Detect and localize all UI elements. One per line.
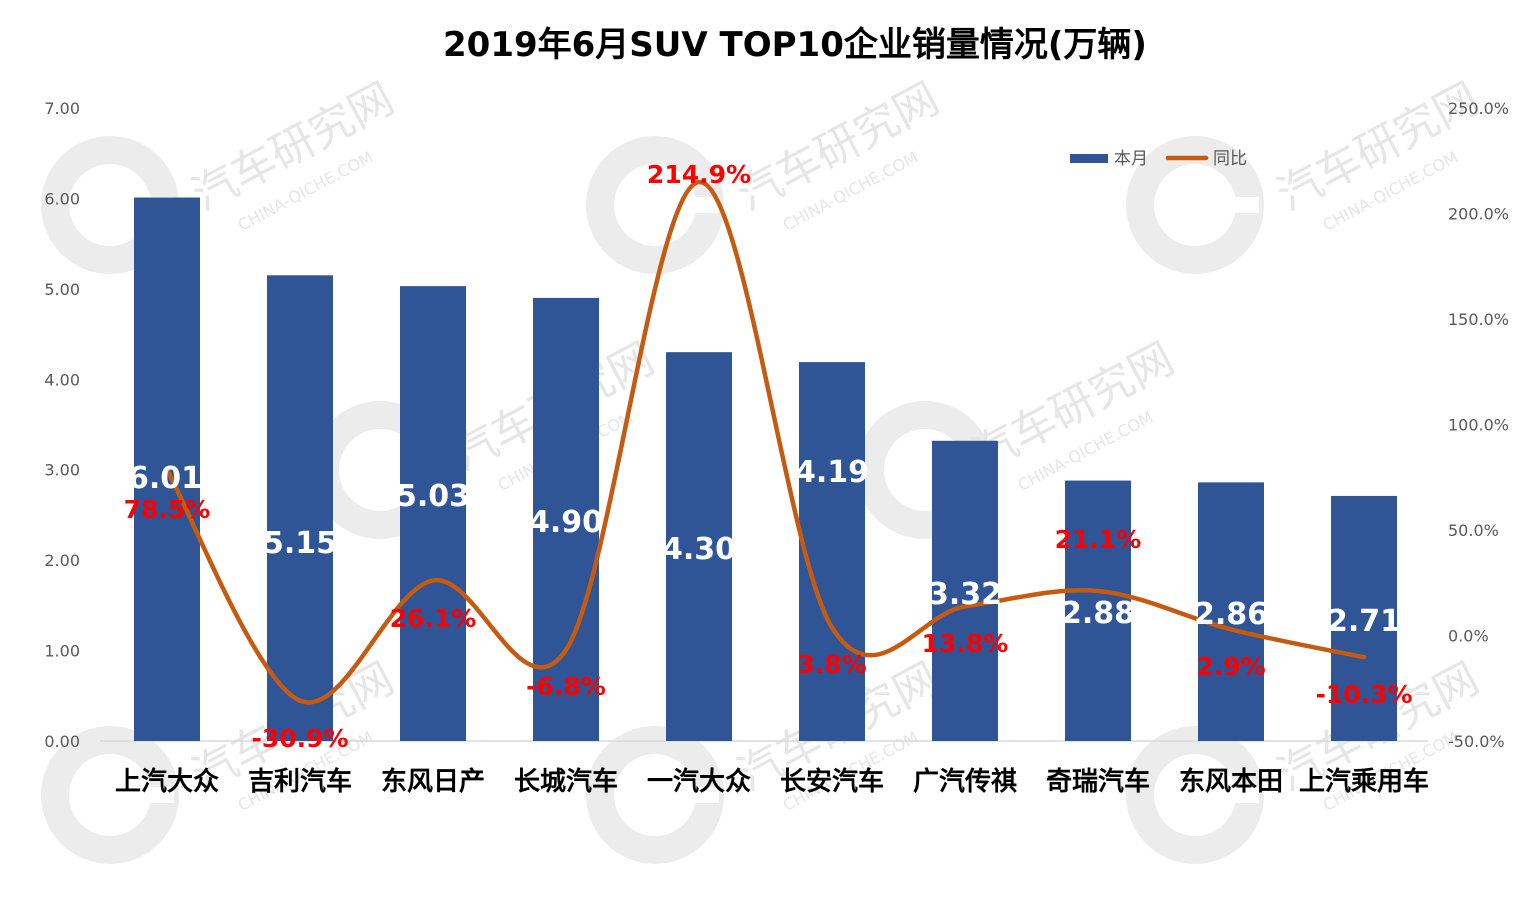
left-tick-label: 0.00	[44, 732, 80, 751]
bar-value-label: 4.90	[529, 505, 603, 540]
bar	[1065, 480, 1131, 741]
yoy-value-label: 13.8%	[922, 629, 1009, 658]
right-tick-label: -50.0%	[1448, 732, 1505, 751]
yoy-line	[164, 179, 1367, 705]
x-tick-label: 一汽大众	[647, 767, 751, 797]
bar-value-label: 2.88	[1061, 596, 1135, 631]
yoy-value-labels: 78.5% -30.9% 26.1% -6.8% 214.9% 3.8% 13.8% 21.1…	[124, 160, 1413, 753]
left-y-axis: 0.00 1.00 2.00 3.00 4.00 5.00 6.00 7.00	[44, 99, 80, 751]
bar	[932, 440, 998, 741]
x-tick-label: 东风日产	[381, 766, 485, 797]
chart-title: 2019年6月SUV TOP10企业销量情况(万辆)	[443, 25, 1147, 65]
left-tick-label: 5.00	[44, 280, 80, 299]
yoy-value-label: 78.5%	[124, 495, 211, 524]
yoy-value-label: -10.3%	[1315, 680, 1412, 709]
legend-label-line: 同比	[1213, 149, 1247, 169]
watermark-gap	[649, 787, 719, 803]
bar-value-label: 2.71	[1327, 604, 1401, 639]
watermark-gap	[649, 197, 719, 213]
yoy-value-label: 26.1%	[390, 604, 477, 633]
bar-value-label: 4.19	[795, 455, 869, 490]
right-tick-label: 0.0%	[1448, 627, 1489, 646]
right-y-axis: -50.0% 0.0% 50.0% 100.0% 150.0% 200.0% 250.0%	[1448, 99, 1509, 751]
right-tick-label: 250.0%	[1448, 99, 1509, 118]
left-tick-label: 4.00	[44, 370, 80, 389]
watermark-gap	[104, 787, 174, 803]
bar-value-label: 4.30	[662, 532, 736, 567]
legend-label-bar: 本月	[1114, 149, 1148, 169]
watermark-gap	[1189, 787, 1259, 803]
x-tick-label: 奇瑞汽车	[1046, 766, 1150, 797]
watermark-gap	[1189, 197, 1259, 213]
bar-value-label: 5.03	[396, 479, 470, 514]
yoy-value-label: 214.9%	[647, 160, 751, 189]
legend: 本月 同比	[1070, 149, 1247, 169]
bar-value-label: 3.32	[928, 577, 1002, 612]
line-series	[164, 179, 1367, 705]
bar	[666, 352, 732, 741]
yoy-value-label: -30.9%	[251, 724, 348, 753]
x-tick-label: 上汽大众	[115, 767, 219, 797]
yoy-value-label: 2.9%	[1196, 652, 1265, 681]
left-tick-label: 1.00	[44, 642, 80, 661]
left-tick-label: 7.00	[44, 99, 80, 118]
bar	[799, 362, 865, 741]
bar-value-label: 2.86	[1194, 597, 1268, 632]
bar	[267, 275, 333, 741]
left-tick-label: 6.00	[44, 189, 80, 208]
x-tick-label: 广汽传祺	[913, 766, 1017, 797]
x-tick-label: 东风本田	[1179, 766, 1283, 797]
yoy-value-label: -6.8%	[526, 672, 606, 701]
left-tick-label: 2.00	[44, 551, 80, 570]
yoy-value-label: 21.1%	[1055, 525, 1142, 554]
bar	[1331, 495, 1397, 741]
right-tick-label: 200.0%	[1448, 205, 1509, 224]
bar-value-labels: 6.01 5.15 5.03 4.90 4.30 4.19 3.32 2.88 2.86 2.71	[128, 455, 1401, 639]
bar	[400, 286, 466, 741]
bar-value-label: 5.15	[263, 526, 337, 561]
x-tick-label: 上汽乘用车	[1299, 766, 1429, 797]
right-tick-label: 50.0%	[1448, 521, 1499, 540]
left-tick-label: 3.00	[44, 461, 80, 480]
bar-value-label: 6.01	[128, 461, 202, 496]
x-tick-label: 长安汽车	[780, 766, 884, 797]
bar	[1198, 482, 1264, 741]
x-tick-label: 长城汽车	[514, 766, 618, 797]
x-axis-labels: 上汽大众 吉利汽车 东风日产 长城汽车 一汽大众 长安汽车 广汽传祺 奇瑞汽车 东风本田 上汽乘用…	[115, 766, 1429, 797]
x-tick-label: 吉利汽车	[248, 766, 352, 797]
right-tick-label: 150.0%	[1448, 310, 1509, 329]
right-tick-label: 100.0%	[1448, 416, 1509, 435]
legend-swatch-bar	[1070, 154, 1108, 163]
yoy-value-label: 3.8%	[797, 650, 866, 679]
